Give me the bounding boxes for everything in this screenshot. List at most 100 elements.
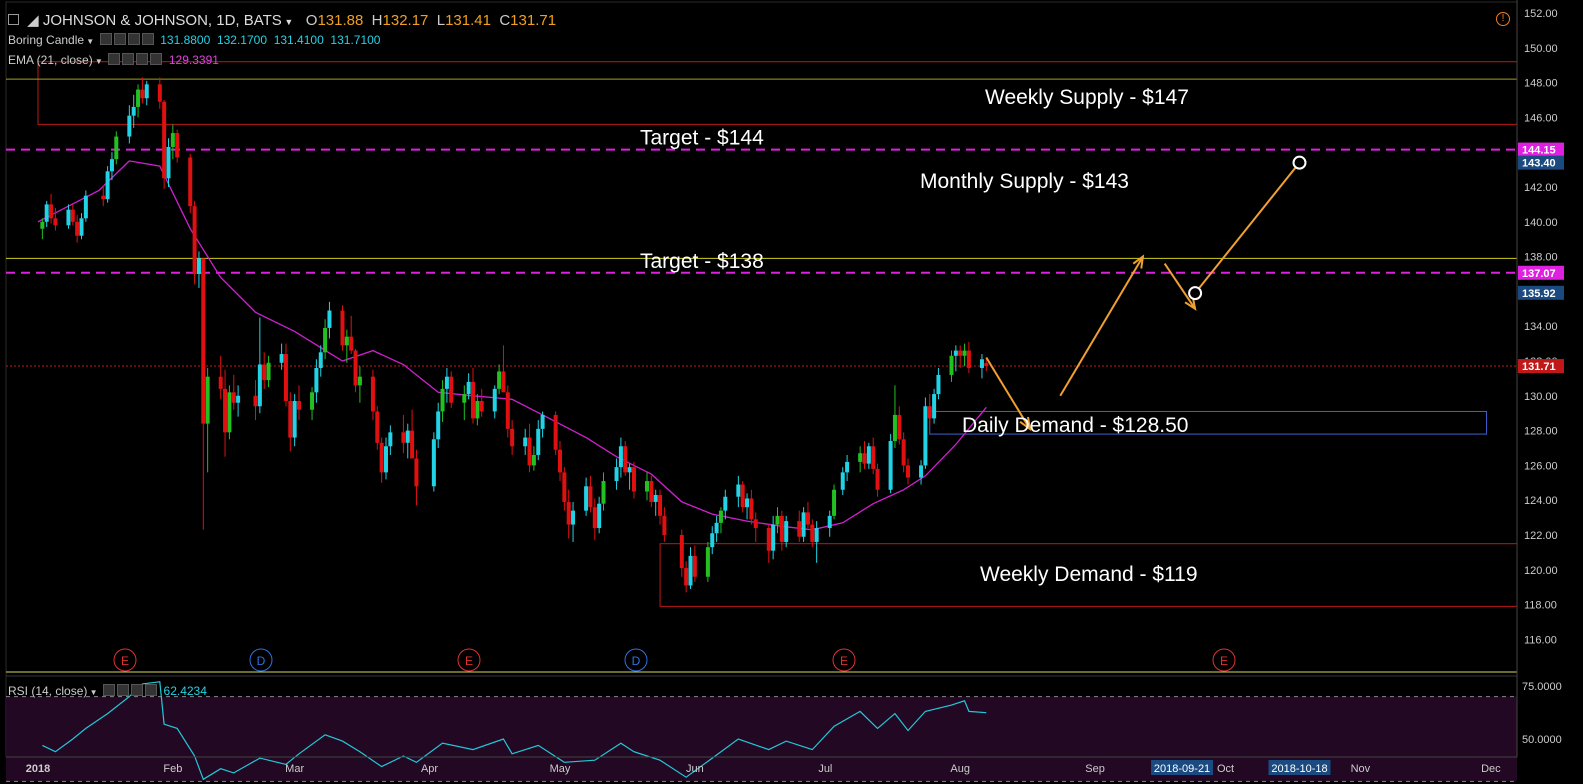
candle: [553, 411, 558, 455]
candle-body: [101, 195, 106, 200]
candle-body: [718, 510, 723, 523]
price-tick-label: 140.00: [1524, 217, 1558, 229]
price-marker: 143.40: [1518, 155, 1564, 170]
main-series-name[interactable]: Boring Candle: [8, 33, 85, 47]
candle-body: [449, 376, 454, 403]
candle: [736, 475, 741, 508]
candle: [740, 481, 745, 513]
event-label: D: [257, 654, 266, 668]
candle: [444, 367, 449, 403]
candle-body: [645, 481, 649, 492]
rsi-remove-icon[interactable]: [144, 684, 157, 696]
candle-body: [584, 486, 589, 511]
candle-body: [388, 432, 393, 447]
time-tick-label: Sep: [1085, 763, 1105, 775]
candle: [40, 218, 45, 240]
time-tick-label: Nov: [1351, 763, 1371, 775]
rsi-name[interactable]: RSI (14, close): [8, 684, 88, 698]
candle: [631, 461, 636, 499]
price-marker-label: 135.92: [1522, 288, 1556, 300]
event-circle: [1212, 648, 1236, 672]
time-tick-label: Dec: [1481, 763, 1501, 775]
candle-body: [740, 484, 745, 508]
candle: [523, 428, 528, 455]
candle-body: [692, 555, 697, 577]
candle-body: [749, 498, 754, 520]
visibility-icon[interactable]: [99, 33, 112, 45]
time-highlight: 2018-09-21: [1151, 760, 1214, 775]
candle-body: [475, 401, 480, 419]
rsi-dropdown-icon[interactable]: ▼: [87, 688, 98, 697]
candle-body: [370, 376, 375, 412]
candle-body: [866, 446, 871, 464]
candle: [649, 475, 654, 508]
candle: [318, 345, 323, 377]
candle: [688, 547, 693, 589]
candle: [353, 348, 358, 393]
candle: [262, 352, 267, 389]
series-dropdown-icon[interactable]: ▼: [84, 37, 95, 46]
price-tick-label: 116.00: [1524, 634, 1557, 646]
candle-body: [736, 484, 741, 497]
projection-arrowhead-2: [1184, 296, 1197, 311]
candle-body: [962, 350, 967, 356]
collapse-icon[interactable]: [8, 14, 19, 25]
candle: [810, 519, 815, 548]
candles: [40, 77, 989, 593]
candle-body: [314, 367, 319, 393]
price-marker-bg: [1518, 142, 1564, 157]
high-label: H: [371, 12, 383, 29]
candle-body: [832, 489, 837, 516]
candle-body: [558, 449, 562, 473]
candle-body: [66, 209, 71, 226]
candle-body: [892, 414, 897, 442]
price-tick-label: 128.00: [1524, 426, 1558, 438]
ema-visibility-icon[interactable]: [108, 53, 121, 65]
candle-body: [257, 364, 262, 407]
time-tick-label: Oct: [1217, 763, 1234, 775]
lock-icon[interactable]: [127, 33, 140, 45]
candle-body: [723, 496, 728, 511]
ema-remove-icon[interactable]: [150, 53, 163, 65]
rsi-settings-icon[interactable]: [116, 684, 129, 696]
candle-body: [679, 535, 684, 569]
event-marker-earnings: E: [832, 648, 856, 672]
candle-body: [601, 481, 606, 504]
candle: [984, 358, 989, 372]
candle-body: [44, 204, 49, 222]
candle-body: [318, 352, 323, 368]
candle: [892, 385, 897, 448]
price-tick-label: 118.00: [1524, 600, 1557, 612]
ema-add-icon[interactable]: [136, 53, 149, 65]
time-tick-label: Aug: [950, 763, 970, 775]
symbol-dropdown-icon[interactable]: ▼: [281, 17, 294, 27]
ema-dropdown-icon[interactable]: ▼: [92, 57, 103, 66]
rsi-visibility-icon[interactable]: [102, 684, 115, 696]
price-marker: 137.07: [1518, 265, 1564, 280]
ema-settings-icon[interactable]: [122, 53, 135, 65]
candle-body: [279, 354, 284, 363]
candle-body: [536, 428, 541, 455]
candle: [79, 213, 84, 240]
price-tick-label: 148.00: [1524, 78, 1558, 90]
price-tick-label: 142.00: [1524, 182, 1558, 194]
event-label: E: [121, 654, 129, 668]
candle-body: [379, 442, 384, 473]
candle: [979, 354, 984, 379]
alert-icon[interactable]: !: [1496, 12, 1510, 26]
ema-name[interactable]: EMA (21, close): [8, 53, 93, 67]
candle-body: [771, 524, 776, 551]
candle-body: [984, 363, 989, 367]
candle: [875, 463, 880, 497]
remove-icon[interactable]: [141, 33, 154, 45]
candle-body: [805, 512, 810, 525]
candle-body: [531, 454, 536, 466]
symbol-title[interactable]: JOHNSON & JOHNSON, 1D, BATS: [42, 12, 282, 29]
candle: [797, 510, 802, 542]
candle: [75, 214, 80, 243]
rsi-add-icon[interactable]: [130, 684, 143, 696]
price-tick-label: 120.00: [1524, 565, 1558, 577]
settings-icon[interactable]: [113, 33, 126, 45]
candle-body: [562, 472, 567, 502]
